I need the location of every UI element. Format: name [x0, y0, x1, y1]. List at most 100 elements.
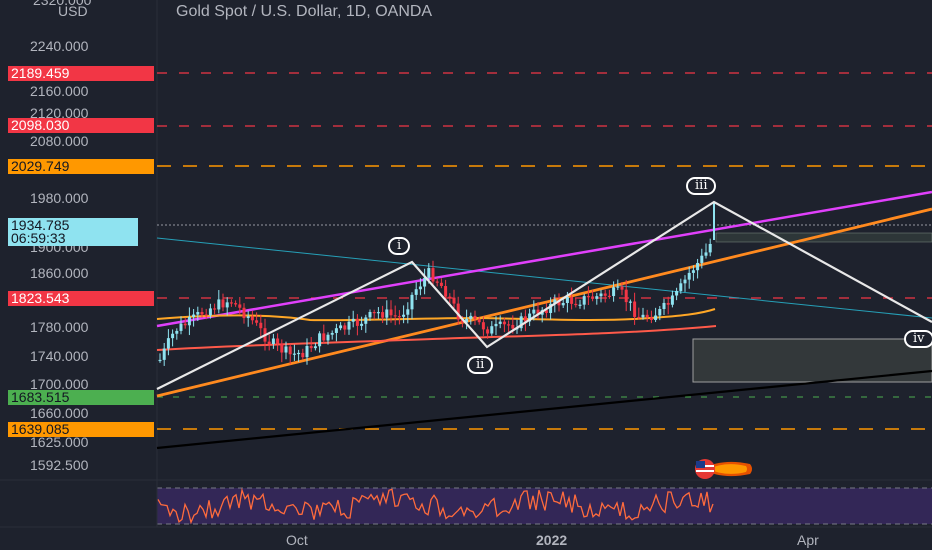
- candle-body: [259, 322, 263, 329]
- candle-body: [444, 286, 448, 297]
- candle-body: [439, 282, 443, 287]
- candle-body: [238, 304, 242, 308]
- currency-label: USD: [58, 3, 88, 19]
- candle-body: [376, 312, 380, 314]
- candle-body: [498, 321, 502, 324]
- candle-body: [372, 311, 376, 314]
- price-axis-label: 1700.000: [30, 376, 89, 392]
- price-tag-1683[interactable]: 1683.515: [8, 390, 154, 405]
- candle-body: [616, 286, 620, 288]
- candle-body: [549, 303, 553, 313]
- price-axis-label: 1625.000: [30, 434, 89, 450]
- candle-body: [200, 312, 204, 315]
- candle-body: [502, 321, 506, 325]
- us-flag-icon[interactable]: [692, 458, 754, 480]
- long-term-support-line: [156, 369, 932, 450]
- candle-body: [561, 303, 565, 306]
- candle-body: [213, 308, 217, 310]
- price-axis-label: 2240.000: [30, 38, 89, 54]
- candle-body: [494, 323, 498, 327]
- breakout-zone-box: [715, 232, 932, 243]
- candle-body: [591, 296, 595, 299]
- candle-body: [607, 295, 611, 297]
- price-axis-label: 2120.000: [30, 105, 89, 121]
- chart-title: Gold Spot / U.S. Dollar, 1D, OANDA: [176, 3, 433, 20]
- candle-body: [427, 268, 431, 278]
- price-tag-1639[interactable]: 1639.085: [8, 422, 154, 437]
- rsi-band: [157, 488, 932, 524]
- candle-body: [595, 296, 599, 299]
- candle-body: [473, 315, 477, 320]
- candle-body: [633, 301, 637, 317]
- time-label-2022: 2022: [536, 532, 568, 548]
- candle-body: [284, 346, 288, 353]
- candle-body: [662, 302, 666, 310]
- candle-body: [234, 303, 238, 305]
- candle-body: [574, 303, 578, 306]
- candle-body: [481, 322, 485, 330]
- candle-body: [183, 323, 187, 326]
- price-axis-label: 1860.000: [30, 265, 89, 281]
- current-price-tag[interactable]: 1934.785 06:59:33: [8, 218, 138, 246]
- candle-body: [507, 324, 511, 326]
- candle-body: [414, 289, 418, 295]
- candle-body: [339, 325, 343, 329]
- candle-body: [158, 359, 162, 362]
- candle-body: [229, 302, 233, 304]
- candle-body: [448, 296, 452, 298]
- candle-body: [225, 302, 229, 308]
- moving-average-yellow: [156, 308, 716, 322]
- candle-body: [565, 296, 569, 304]
- candle-body: [658, 309, 662, 316]
- candle-body: [397, 316, 401, 318]
- candle-body: [221, 299, 225, 308]
- candle-body: [528, 313, 532, 322]
- candle-body: [330, 332, 334, 335]
- rsi-line: [157, 487, 714, 525]
- candle-body: [519, 316, 523, 329]
- wave-label-iv[interactable]: iv: [904, 330, 932, 348]
- wave-label-iii[interactable]: iii: [686, 177, 717, 195]
- candle-body: [297, 352, 301, 355]
- wave-label-ii[interactable]: ii: [467, 356, 494, 374]
- candle-body: [166, 338, 170, 349]
- candle-body: [578, 304, 582, 306]
- candle-body: [276, 338, 280, 344]
- candle-body: [305, 345, 309, 358]
- price-axis-label: 2160.000: [30, 83, 89, 99]
- candle-body: [406, 309, 410, 315]
- candle-body: [246, 316, 250, 319]
- moving-average-red: [156, 325, 717, 351]
- candle-body: [465, 318, 469, 323]
- candle-body: [687, 272, 691, 280]
- price-axis-label: 1740.000: [30, 348, 89, 364]
- wave-label-i[interactable]: i: [388, 237, 411, 255]
- price-tag-1823[interactable]: 1823.543: [8, 291, 154, 306]
- candle-body: [704, 252, 708, 256]
- price-axis-label: 1780.000: [30, 319, 89, 335]
- price-axis-label: 1980.000: [30, 190, 89, 206]
- candle-body: [469, 315, 473, 319]
- candle-body: [301, 352, 305, 358]
- candle-body: [628, 301, 632, 303]
- price-tag-2189[interactable]: 2189.459: [8, 66, 154, 81]
- candle-body: [586, 296, 590, 298]
- candle-body: [670, 295, 674, 305]
- candle-body: [532, 309, 536, 314]
- candle-body: [477, 319, 481, 323]
- candle-body: [666, 302, 670, 305]
- candle-body: [355, 318, 359, 326]
- candle-body: [649, 317, 653, 320]
- candle-body: [418, 286, 422, 290]
- candle-body: [171, 333, 175, 339]
- candle-body: [347, 321, 351, 330]
- candle-body: [313, 346, 317, 349]
- price-tag-2098[interactable]: 2098.030: [8, 118, 154, 133]
- candle-body: [162, 348, 166, 360]
- candle-body: [696, 262, 700, 271]
- time-label-oct: Oct: [286, 532, 308, 548]
- candle-body: [389, 309, 393, 316]
- price-tag-2029[interactable]: 2029.749: [8, 159, 154, 174]
- candle-body: [255, 320, 259, 323]
